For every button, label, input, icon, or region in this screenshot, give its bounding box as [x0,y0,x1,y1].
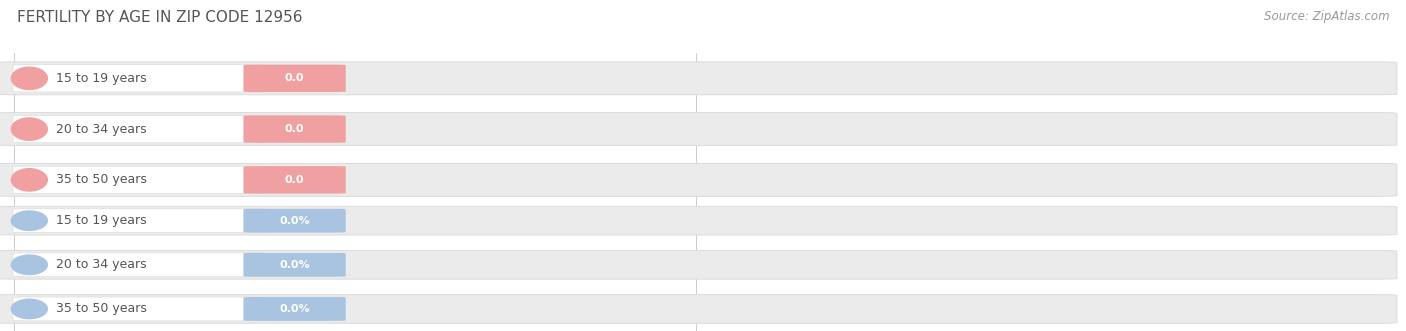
FancyBboxPatch shape [243,209,346,233]
FancyBboxPatch shape [243,65,346,92]
Text: 0.0: 0.0 [285,73,304,83]
Ellipse shape [11,67,48,89]
FancyBboxPatch shape [13,116,266,143]
FancyBboxPatch shape [0,206,1398,235]
Text: 35 to 50 years: 35 to 50 years [56,303,148,315]
Text: 0.0: 0.0 [285,175,304,185]
FancyBboxPatch shape [0,62,1398,95]
Text: 15 to 19 years: 15 to 19 years [56,72,148,85]
FancyBboxPatch shape [0,113,1398,146]
Text: Source: ZipAtlas.com: Source: ZipAtlas.com [1264,10,1389,23]
Ellipse shape [11,299,48,319]
Ellipse shape [11,118,48,140]
FancyBboxPatch shape [13,166,266,194]
Text: 0.0%: 0.0% [280,216,309,226]
Ellipse shape [11,211,48,230]
Text: 15 to 19 years: 15 to 19 years [56,214,148,227]
Ellipse shape [11,255,48,274]
Text: FERTILITY BY AGE IN ZIP CODE 12956: FERTILITY BY AGE IN ZIP CODE 12956 [17,10,302,25]
FancyBboxPatch shape [13,253,266,277]
FancyBboxPatch shape [243,253,346,277]
FancyBboxPatch shape [243,166,346,194]
Text: 20 to 34 years: 20 to 34 years [56,122,148,136]
FancyBboxPatch shape [13,209,266,233]
FancyBboxPatch shape [0,164,1398,196]
Text: 20 to 34 years: 20 to 34 years [56,258,148,271]
Text: 0.0: 0.0 [285,124,304,134]
FancyBboxPatch shape [243,297,346,321]
FancyBboxPatch shape [13,65,266,92]
FancyBboxPatch shape [0,251,1398,279]
Text: 0.0%: 0.0% [280,260,309,270]
FancyBboxPatch shape [13,297,266,321]
Text: 35 to 50 years: 35 to 50 years [56,173,148,186]
FancyBboxPatch shape [243,116,346,143]
FancyBboxPatch shape [0,295,1398,323]
Ellipse shape [11,169,48,191]
Text: 0.0%: 0.0% [280,304,309,314]
